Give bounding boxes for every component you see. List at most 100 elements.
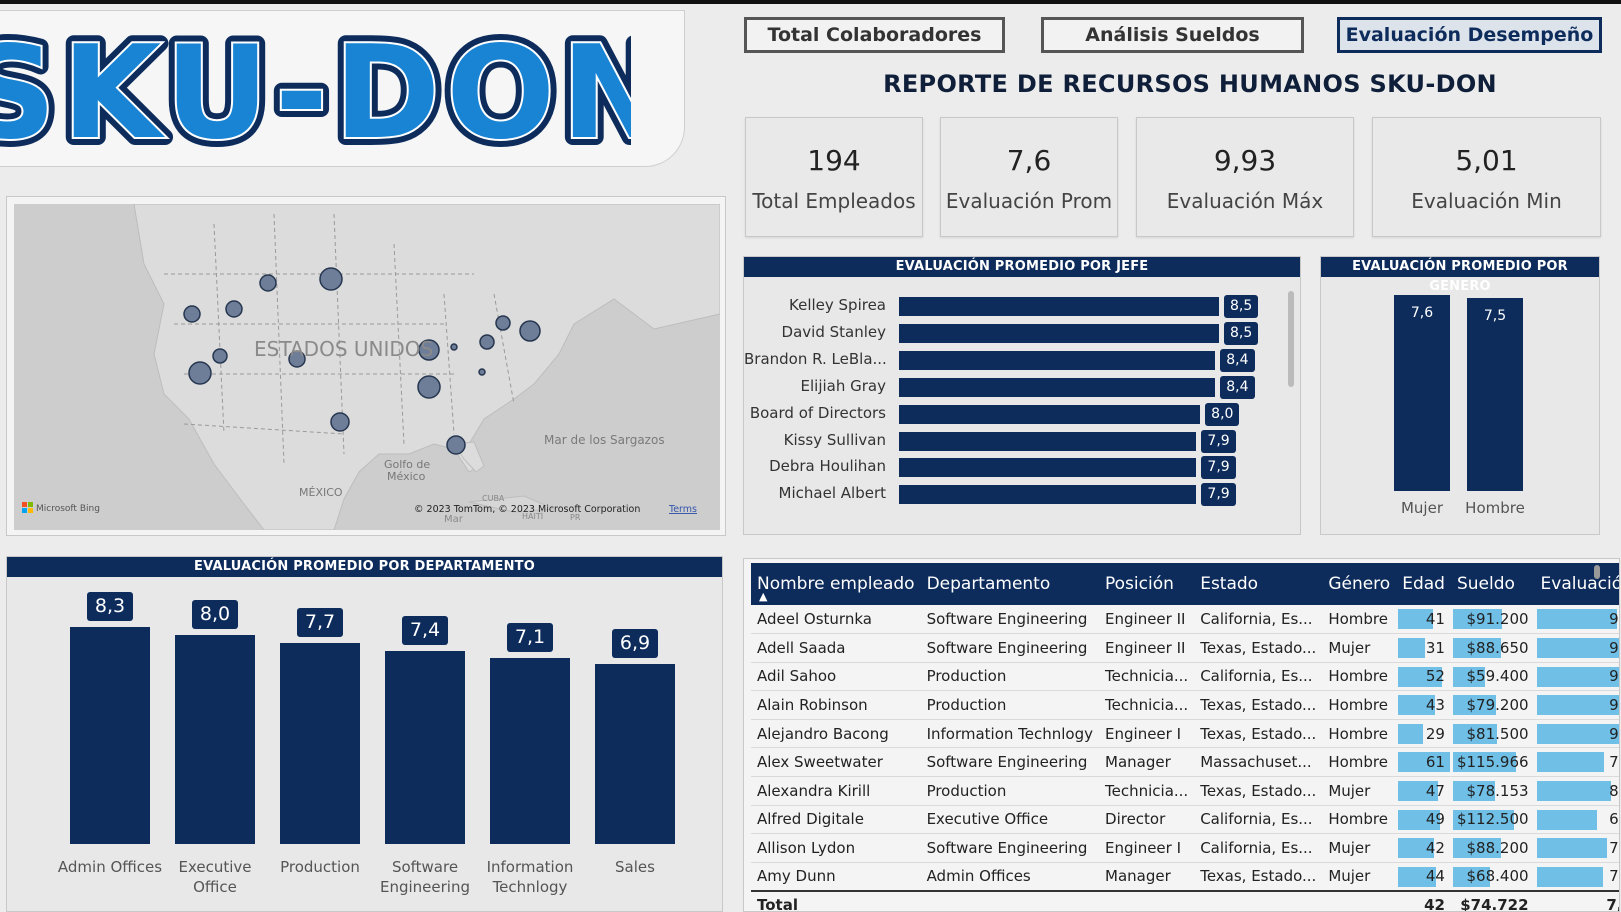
table-row[interactable]: Alfred Digitale Executive Office Director C… — [751, 805, 1619, 835]
map-bubble[interactable] — [212, 348, 228, 364]
data-bar — [1536, 866, 1603, 887]
chart-jefe-row[interactable]: Debra Houlihan 7,9 — [744, 454, 1300, 481]
chart-departamento-bar[interactable] — [490, 658, 570, 844]
sort-ascending-icon[interactable]: ▲ — [759, 590, 768, 603]
table-row[interactable]: Adeel Osturnka Software Engineering Engine… — [751, 605, 1619, 635]
map-canvas[interactable]: ESTADOS UNIDOS MÉXICO Golfo de México Ma… — [14, 204, 720, 530]
table-row[interactable]: Allison Lydon Software Engineering Enginee… — [751, 833, 1619, 863]
chart-departamento-data-label: 6,9 — [612, 628, 658, 658]
chart-departamento-bar[interactable] — [280, 642, 360, 844]
nav-button-evaluacion-desempeno[interactable]: Evaluación Desempeño — [1337, 17, 1602, 53]
table-scrollbar[interactable] — [1594, 565, 1600, 579]
chart-genero-bar[interactable] — [1394, 295, 1450, 491]
table-cell: Engineer I — [1099, 719, 1195, 749]
chart-jefe-bar[interactable] — [899, 323, 1219, 343]
map-terms-link[interactable]: Terms — [668, 504, 697, 515]
table-header-cell[interactable]: Edad — [1396, 563, 1451, 605]
table-header-cell[interactable]: Posición — [1099, 563, 1195, 605]
map-bubble[interactable] — [446, 435, 466, 455]
nav-button-total-colaboradores[interactable]: Total Colaboradores — [744, 17, 1005, 53]
table-header-cell[interactable]: Evaluación — [1534, 563, 1619, 605]
map-bubble[interactable] — [418, 339, 440, 361]
table-header-cell[interactable]: Departamento — [920, 563, 1100, 605]
table-row[interactable]: Adell Saada Software Engineering Engineer … — [751, 633, 1619, 663]
table-cell-edad: 61 — [1396, 747, 1451, 778]
table-cell: Hombre — [1322, 662, 1397, 692]
table-cell: Software Engineering — [920, 747, 1100, 778]
chart-jefe-scrollbar[interactable] — [1288, 291, 1294, 387]
table-header-cell[interactable]: Sueldo — [1450, 563, 1535, 605]
chart-departamento-bar[interactable] — [385, 650, 465, 844]
table-cell: Texas, Estado... — [1194, 633, 1323, 663]
chart-jefe-bar[interactable] — [899, 297, 1219, 316]
map-bubble[interactable] — [183, 305, 201, 323]
chart-jefe-bar[interactable] — [899, 404, 1201, 424]
map-bubble[interactable] — [188, 361, 212, 385]
table-row[interactable]: Amy Dunn Admin Offices Manager Texas, Estad… — [751, 862, 1619, 892]
map-bubble[interactable] — [330, 412, 350, 432]
chart-jefe-bar[interactable] — [899, 350, 1216, 370]
table-header-cell[interactable]: Nombre empleado ▲ — [751, 563, 921, 605]
table-cell: Adeel Osturnka — [751, 605, 921, 635]
chart-genero-bar[interactable] — [1467, 297, 1523, 491]
table-row[interactable]: Alexandra Kirill Production Technicia... Te… — [751, 776, 1619, 806]
chart-jefe-row[interactable]: Kelley Spirea 8,5 — [744, 293, 1300, 320]
chart-jefe-row[interactable]: Board of Directors 8,0 — [744, 401, 1300, 428]
table-cell-evaluacion: 7,6 — [1534, 747, 1619, 778]
table-row[interactable]: Adil Sahoo Production Technicia... Californ… — [751, 662, 1619, 692]
chart-jefe-bar[interactable] — [899, 485, 1197, 505]
chart-departamento-bar[interactable] — [175, 634, 255, 844]
chart-jefe-row[interactable]: Kissy Sullivan 7,9 — [744, 428, 1300, 455]
chart-jefe-category-label: Debra Houlihan — [769, 457, 886, 476]
table-cell-value: $81.500 — [1466, 724, 1529, 743]
chart-departamento-bars: 8,3 Admin Offices 8,0 Executive Office 7,7 Pro… — [7, 557, 722, 911]
map-bubble[interactable] — [259, 274, 277, 292]
table-cell: Allison Lydon — [751, 833, 921, 863]
chart-title-genero: EVALUACIÓN PROMEDIO POR GENERO — [1321, 257, 1599, 294]
chart-departamento-bar[interactable] — [595, 663, 675, 844]
chart-genero-category-label: Mujer — [1400, 499, 1443, 517]
map-label-mexico: MÉXICO — [299, 486, 343, 499]
chart-jefe-row[interactable]: David Stanley 8,5 — [744, 320, 1300, 347]
chart-jefe-category-label: Michael Albert — [778, 484, 886, 503]
chart-jefe-row[interactable]: Brandon R. LeBla... 8,4 — [744, 347, 1300, 374]
map-bubble[interactable] — [478, 368, 486, 376]
table-header-cell[interactable]: Estado — [1194, 563, 1323, 605]
map-bubble[interactable] — [319, 267, 343, 291]
table-row[interactable]: Alain Robinson Production Technicia... Texa… — [751, 690, 1619, 720]
table-cell-value: 61 — [1425, 753, 1445, 772]
table-cell-value: 49 — [1425, 810, 1445, 829]
data-bar — [1398, 838, 1435, 859]
map-bubble[interactable] — [519, 320, 541, 342]
map-panel[interactable]: ESTADOS UNIDOS MÉXICO Golfo de México Ma… — [6, 196, 726, 536]
map-bubble[interactable] — [417, 375, 441, 399]
map-bubble[interactable] — [495, 315, 511, 331]
chart-jefe-bar[interactable] — [899, 458, 1197, 478]
table-row[interactable]: Alejandro Bacong Information Technlogy Eng… — [751, 719, 1619, 749]
chart-departamento-bar[interactable] — [70, 627, 150, 844]
chart-jefe-row[interactable]: Michael Albert 7,9 — [744, 481, 1300, 508]
nav-button-analisis-sueldos[interactable]: Análisis Sueldos — [1041, 17, 1304, 53]
map-bubbles[interactable] — [183, 267, 541, 455]
chart-jefe-bar[interactable] — [899, 431, 1197, 451]
map-bubble[interactable] — [479, 334, 495, 350]
chart-jefe-category-label: Brandon R. LeBla... — [744, 349, 887, 368]
table-header-cell[interactable]: Género — [1322, 563, 1397, 605]
table-cell-edad: 42 — [1396, 833, 1451, 863]
table-cell-value: 6,8 — [1609, 810, 1619, 829]
chart-genero-data-label: 7,5 — [1483, 307, 1507, 324]
data-bar — [1452, 781, 1496, 802]
chart-jefe-bar[interactable] — [899, 377, 1216, 397]
data-bar — [1398, 866, 1436, 887]
map-bubble[interactable] — [225, 300, 243, 318]
chart-jefe-row[interactable]: Elijiah Gray 8,4 — [744, 374, 1300, 401]
table-row[interactable]: Alex Sweetwater Software Engineering Manag… — [751, 747, 1619, 778]
data-bar — [1398, 781, 1439, 802]
table-cell: Massachuset... — [1194, 747, 1323, 778]
map-bubble[interactable] — [450, 343, 458, 351]
data-bar — [1536, 638, 1619, 659]
map-bubble[interactable] — [288, 350, 306, 368]
table-cell: Software Engineering — [920, 605, 1100, 635]
kpi-value: 7,6 — [1006, 144, 1052, 177]
kpi-label: Evaluación Min — [1411, 189, 1562, 213]
